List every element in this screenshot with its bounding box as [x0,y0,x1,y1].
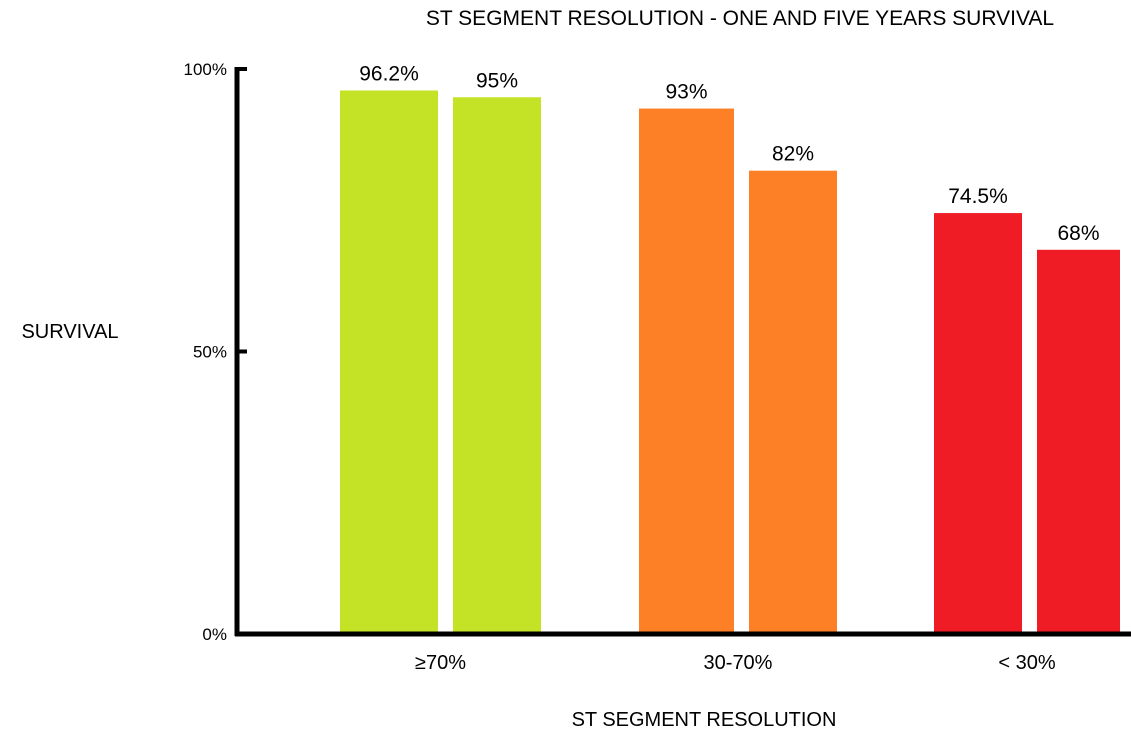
chart-title: ST SEGMENT RESOLUTION - ONE AND FIVE YEA… [426,7,1054,30]
bar-data-label: 82% [772,143,814,166]
bar-3-1 [934,213,1022,634]
bar-2-2 [749,170,837,634]
category-label: < 30% [998,652,1055,674]
y-axis-label: SURVIVAL [21,321,118,343]
y-tick-label: 0% [202,625,227,644]
bar-1-2 [453,97,541,634]
bar-1-1 [340,90,438,635]
y-tick-label: 50% [193,343,227,362]
category-label: ≥70% [415,652,466,674]
category-label: 30-70% [704,652,773,674]
x-axis-label: ST SEGMENT RESOLUTION [572,709,837,731]
bar-data-label: 68% [1057,222,1099,245]
bar-2-1 [639,108,734,635]
bar-data-label: 74.5% [948,185,1008,208]
bar-3-2 [1037,249,1120,635]
bar-data-label: 96.2% [359,62,419,85]
bar-data-label: 95% [476,69,518,92]
y-tick-label: 100% [184,60,227,79]
bar-data-label: 93% [665,81,707,104]
